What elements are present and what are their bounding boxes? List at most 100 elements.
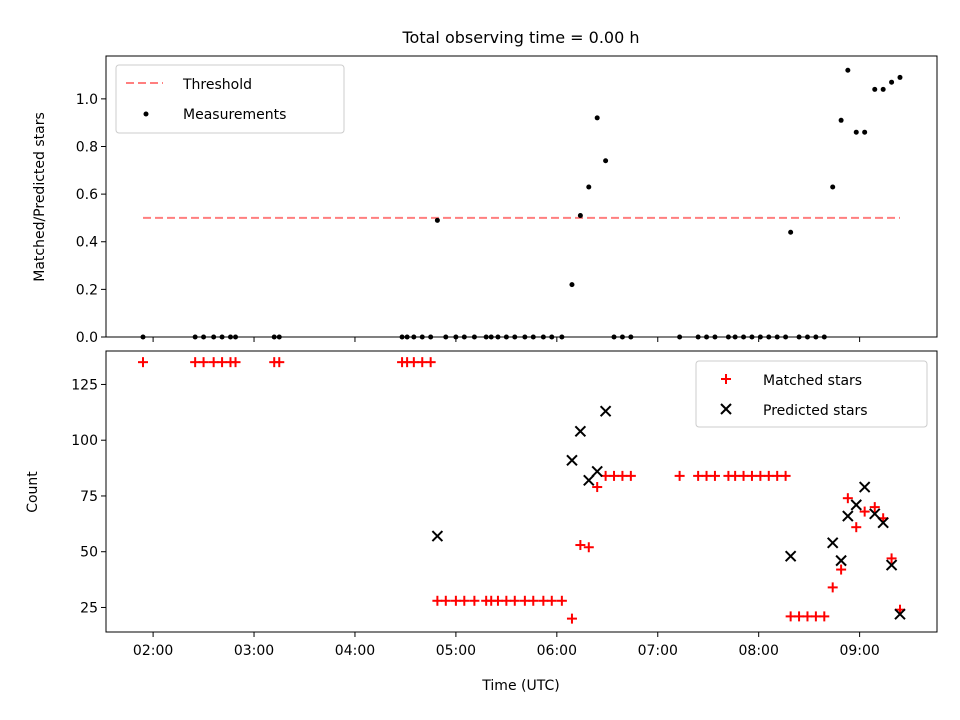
measurement-point — [419, 334, 425, 340]
matched-point — [440, 595, 451, 606]
legend-predicted-swatch — [720, 403, 732, 415]
x-tick-label: 04:00 — [335, 643, 375, 659]
measurement-point — [611, 334, 617, 340]
matched-point — [528, 595, 539, 606]
bottom-legend-box — [695, 360, 928, 428]
measurement-point — [838, 117, 844, 123]
matched-points — [138, 357, 905, 624]
y-tick-label: 50 — [80, 545, 98, 561]
measurement-point — [211, 334, 217, 340]
matched-point — [492, 595, 503, 606]
matched-point — [190, 357, 201, 368]
bottom-y-axis-label: Count — [25, 471, 41, 513]
matched-point — [592, 482, 603, 493]
legend-measurement-swatch — [143, 111, 149, 117]
matched-point — [408, 357, 419, 368]
top-y-axis-label: Matched/Predicted stars — [32, 112, 48, 282]
measurement-point — [725, 334, 731, 340]
matched-point — [546, 595, 557, 606]
matched-point — [842, 493, 853, 504]
matched-point — [785, 611, 796, 622]
matched-point — [810, 611, 821, 622]
measurement-point — [461, 334, 467, 340]
measurement-point — [404, 334, 410, 340]
top-legend-box — [115, 64, 345, 134]
measurement-point — [732, 334, 738, 340]
matched-point — [208, 357, 219, 368]
predicted-point — [826, 537, 839, 549]
measurement-point — [804, 334, 810, 340]
measurement-point — [889, 79, 895, 85]
measurement-point — [530, 334, 536, 340]
predicted-point — [591, 465, 603, 478]
top-y-ticks: 0.0 0.2 0.4 0.6 0.8 1.0 — [76, 92, 106, 346]
matched-point — [772, 470, 783, 481]
predicted-point — [599, 405, 612, 417]
measurement-point — [897, 74, 903, 80]
x-tick-label: 05:00 — [436, 643, 476, 659]
predicted-point — [842, 510, 854, 522]
matched-point — [746, 470, 757, 481]
predicted-point — [858, 481, 871, 493]
predicted-point — [869, 508, 881, 520]
bottom-axes: 25 50 75 100 125 02:00 03:00 04:00 05:00 06:00 07… — [25, 350, 938, 694]
measurement-point — [813, 334, 819, 340]
y-tick-label: 1.0 — [76, 92, 98, 108]
matched-point — [738, 470, 749, 481]
measurement-point — [695, 334, 701, 340]
matched-point — [869, 502, 880, 513]
predicted-points — [431, 405, 906, 620]
measurement-point — [453, 334, 459, 340]
matched-point — [583, 542, 594, 553]
measurement-point — [399, 334, 405, 340]
measurement-point — [219, 334, 225, 340]
measurement-point — [586, 184, 592, 190]
matched-point — [556, 595, 567, 606]
measurement-point — [495, 334, 501, 340]
matched-point — [851, 522, 862, 533]
matched-point — [538, 595, 549, 606]
measurement-point — [796, 334, 802, 340]
y-tick-label: 25 — [80, 600, 98, 616]
matched-point — [886, 553, 897, 564]
measurement-point — [192, 334, 198, 340]
measurement-point — [766, 334, 772, 340]
measurement-point — [483, 334, 489, 340]
predicted-point — [885, 559, 898, 571]
predicted-point — [574, 425, 587, 437]
x-tick-label: 08:00 — [739, 643, 779, 659]
matched-point — [432, 595, 443, 606]
x-tick-label: 06:00 — [537, 643, 577, 659]
y-tick-label: 0.6 — [76, 187, 98, 203]
measurement-points — [140, 67, 903, 340]
measurement-point — [712, 334, 718, 340]
measurement-point — [512, 334, 518, 340]
matched-point — [617, 470, 628, 481]
y-tick-label: 125 — [71, 377, 98, 393]
matched-point — [755, 470, 766, 481]
measurement-point — [757, 334, 763, 340]
measurement-point — [140, 334, 146, 340]
measurement-point — [853, 129, 859, 135]
measurement-point — [488, 334, 494, 340]
matched-point — [230, 357, 241, 368]
matched-point — [819, 611, 830, 622]
matched-point — [674, 470, 685, 481]
legend-matched-swatch — [721, 374, 731, 384]
measurement-point — [749, 334, 755, 340]
matched-point — [509, 595, 520, 606]
matched-point — [827, 582, 838, 593]
matched-point — [780, 470, 791, 481]
measurement-point — [503, 334, 509, 340]
predicted-point — [894, 608, 906, 620]
matched-point — [859, 506, 870, 517]
matched-point — [625, 470, 636, 481]
matched-point — [519, 595, 530, 606]
x-tick-label: 09:00 — [839, 643, 879, 659]
matched-point — [417, 357, 428, 368]
measurement-point — [271, 334, 277, 340]
measurement-point — [233, 334, 239, 340]
y-tick-label: 0.2 — [76, 282, 98, 298]
measurement-point — [549, 334, 555, 340]
